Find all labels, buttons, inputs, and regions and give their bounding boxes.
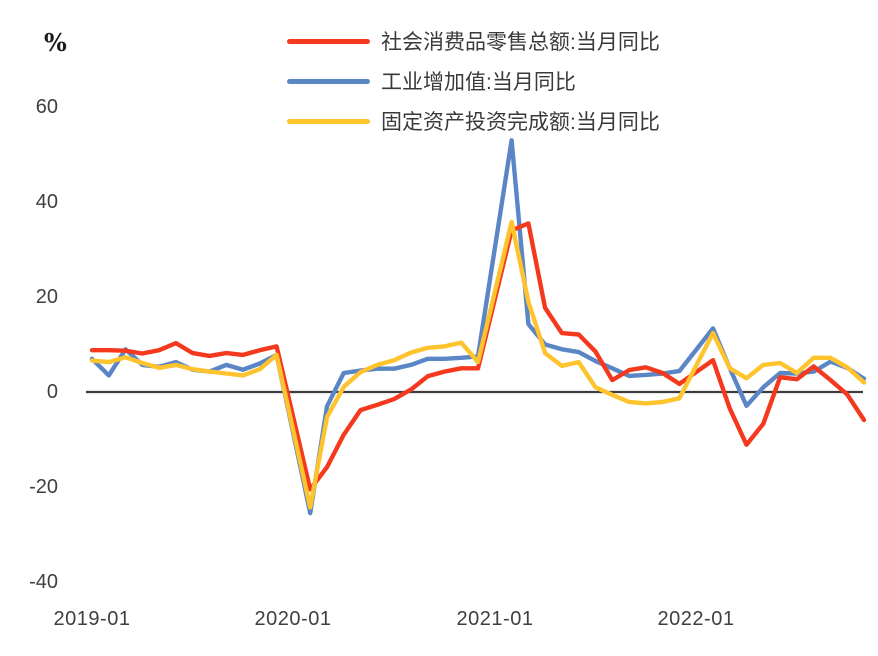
legend-item-retail-sales: 社会消费品零售总额:当月同比	[287, 21, 660, 61]
x-tick-2022-01: 2022-01	[657, 608, 735, 630]
legend-item-fixed-investment: 固定资产投资完成额:当月同比	[287, 101, 660, 141]
y-tick-neg40: -40	[29, 571, 58, 593]
series-lines	[89, 138, 867, 516]
y-tick-20: 20	[35, 286, 58, 308]
y-axis-unit-label: %	[44, 28, 67, 57]
legend: 社会消费品零售总额:当月同比 工业增加值:当月同比 固定资产投资完成额:当月同比	[287, 21, 660, 141]
legend-line-swatch-red	[287, 38, 370, 44]
y-tick-0: 0	[46, 381, 58, 403]
legend-label-industrial-output: 工业增加值:当月同比	[381, 71, 576, 94]
x-tick-2021-01: 2021-01	[456, 608, 534, 630]
series-line-industrial-output	[89, 138, 867, 516]
legend-line-swatch-blue	[287, 78, 370, 84]
y-tick-60: 60	[35, 96, 58, 118]
legend-line-swatch-yellow	[287, 118, 370, 124]
legend-label-retail-sales: 社会消费品零售总额:当月同比	[381, 31, 660, 54]
x-tick-2019-01: 2019-01	[53, 608, 131, 630]
x-tick-2020-01: 2020-01	[254, 608, 332, 630]
y-tick-neg20: -20	[29, 476, 58, 498]
y-tick-40: 40	[35, 191, 58, 213]
series-line-fixed-investment	[89, 219, 867, 510]
legend-label-fixed-investment: 固定资产投资完成额:当月同比	[381, 111, 660, 134]
series-line-retail-sales	[89, 221, 867, 492]
legend-item-industrial-output: 工业增加值:当月同比	[287, 61, 660, 101]
